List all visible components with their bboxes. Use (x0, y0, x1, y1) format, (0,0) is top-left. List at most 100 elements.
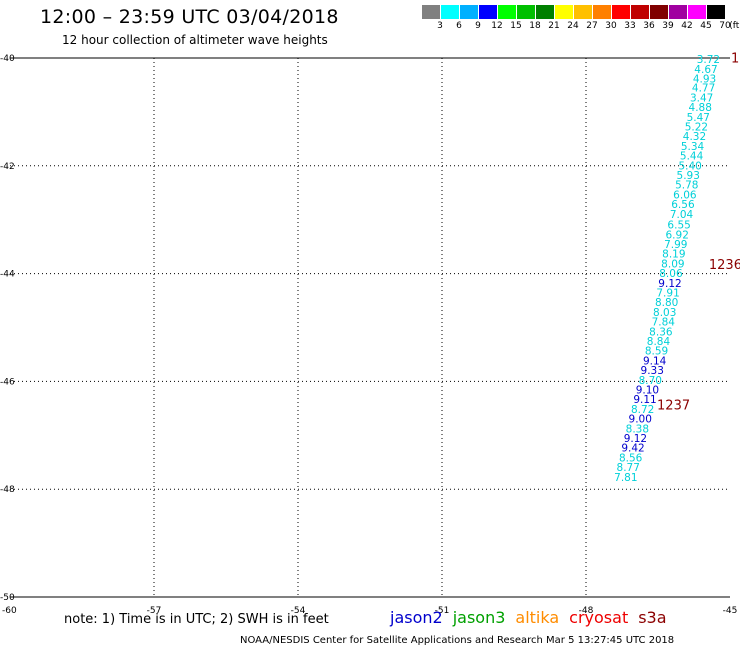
swh-data-point: 9.12 (658, 278, 681, 290)
y-tick-label: -44 (0, 270, 15, 280)
color-scale-legend (422, 5, 726, 21)
swh-data-point: 9.14 (643, 355, 667, 367)
swh-data-point: 6.06 (673, 189, 697, 201)
x-tick-label: -57 (147, 606, 162, 616)
swh-data-point: 5.22 (685, 121, 708, 133)
time-label: 1237 (657, 399, 690, 414)
swh-data-point: 9.10 (636, 384, 659, 396)
legend-swatch (460, 5, 479, 19)
y-tick-label: -40 (0, 54, 15, 64)
legend-label: 21 (548, 21, 560, 31)
legend-label: 70 (719, 21, 731, 31)
chart-subtitle: 12 hour collection of altimeter wave hei… (62, 33, 328, 47)
legend-swatch (479, 5, 498, 19)
legend-label: 18 (529, 21, 541, 31)
time-label: 1236 (709, 258, 740, 273)
y-tick-label: -48 (0, 485, 15, 495)
satellite-label-s3a: s3a (638, 608, 667, 627)
swh-data-point: 4.88 (689, 102, 712, 114)
swh-data-point: 4.67 (694, 64, 717, 76)
swh-data-point: 5.78 (675, 180, 698, 192)
legend-swatch (650, 5, 669, 19)
swh-data-point: 8.84 (647, 336, 671, 348)
swh-data-point: 5.44 (680, 151, 704, 163)
swh-data-point: 9.42 (621, 443, 644, 455)
swh-data-point: 8.80 (655, 297, 678, 309)
swh-data-point: 4.77 (692, 83, 715, 95)
swh-data-point: 8.72 (631, 404, 654, 416)
legend-label: 30 (605, 21, 617, 31)
x-tick-label: -51 (435, 606, 450, 616)
swh-data-point: 6.92 (666, 229, 689, 241)
swh-data-point: 3.47 (690, 92, 713, 104)
swh-data-point: 4.32 (683, 131, 706, 143)
swh-data-point: 7.84 (652, 317, 676, 329)
swh-data-point: 8.06 (659, 268, 683, 280)
swh-data-point: 9.33 (641, 365, 664, 377)
legend-label: 27 (586, 21, 598, 31)
legend-swatch (441, 5, 460, 19)
legend-swatch (517, 5, 536, 19)
legend-swatch (422, 5, 441, 19)
swh-data-point: 6.55 (667, 220, 690, 232)
footer-credit: NOAA/NESDIS Center for Satellite Applica… (240, 635, 675, 646)
swh-data-point: 5.47 (687, 112, 710, 124)
chart-title: 12:00 – 23:59 UTC 03/04/2018 (40, 6, 339, 28)
swh-data-point: 8.09 (661, 258, 684, 270)
swh-data-point: 8.70 (639, 375, 662, 387)
legend-label: 36 (643, 21, 655, 31)
time-label: 12 (731, 51, 740, 66)
legend-swatch (574, 5, 593, 19)
legend-swatch (688, 5, 707, 19)
swh-data-point: 7.91 (656, 287, 679, 299)
legend-label: 12 (491, 21, 503, 31)
legend-label: 42 (681, 21, 693, 31)
swh-data-point: 8.56 (619, 452, 643, 464)
swh-data-point: 5.93 (677, 170, 700, 182)
legend-label: 3 (437, 21, 443, 31)
x-corner-label: -60 (2, 606, 17, 616)
swh-data-point: 8.03 (653, 307, 676, 319)
legend-swatch (669, 5, 688, 19)
swh-data-point: 7.81 (614, 472, 637, 484)
legend-label: 6 (456, 21, 462, 31)
swh-data-point: 8.59 (645, 346, 668, 358)
swh-data-point: 8.36 (649, 326, 673, 338)
legend-label: (ft) (729, 21, 740, 31)
y-tick-label: -50 (0, 593, 15, 603)
swh-data-point: 3.72 (697, 54, 720, 66)
swh-data-point: 5.34 (681, 141, 705, 153)
satellite-label-jason2: jason2 (390, 608, 443, 627)
y-tick-label: -42 (0, 162, 15, 172)
legend-swatch (555, 5, 574, 19)
y-tick-label: -46 (0, 377, 15, 387)
satellite-label-jason3: jason3 (452, 608, 506, 627)
legend-swatch (536, 5, 555, 19)
swh-data-point: 9.00 (629, 414, 652, 426)
swh-data-point: 7.04 (670, 209, 694, 221)
x-tick-label: -48 (579, 606, 594, 616)
legend-label: 9 (475, 21, 481, 31)
legend-label: 15 (510, 21, 522, 31)
swh-data-point: 9.12 (624, 433, 647, 445)
swh-data-point: 8.77 (617, 462, 640, 474)
swh-data-point: 8.19 (662, 249, 685, 261)
satellite-label-cryosat: cryosat (569, 608, 629, 627)
legend-label: 24 (567, 21, 579, 31)
x-tick-label: -45 (723, 606, 738, 616)
legend-label: 39 (662, 21, 674, 31)
swh-data-point: 7.99 (664, 239, 687, 251)
legend-label: 45 (700, 21, 712, 31)
swh-data-point: 4.93 (693, 73, 716, 85)
legend-swatch (498, 5, 517, 19)
legend-swatch (612, 5, 631, 19)
legend-swatch (631, 5, 650, 19)
swh-data-point: 6.56 (671, 199, 695, 211)
satellite-legend: jason2 jason3 altika cryosat s3a (390, 608, 677, 627)
units-note: note: 1) Time is in UTC; 2) SWH is in fe… (64, 612, 329, 627)
legend-label: 33 (624, 21, 636, 31)
legend-swatch (707, 5, 726, 19)
swh-data-point: 8.38 (626, 423, 649, 435)
swh-data-point: 9.11 (633, 394, 656, 406)
